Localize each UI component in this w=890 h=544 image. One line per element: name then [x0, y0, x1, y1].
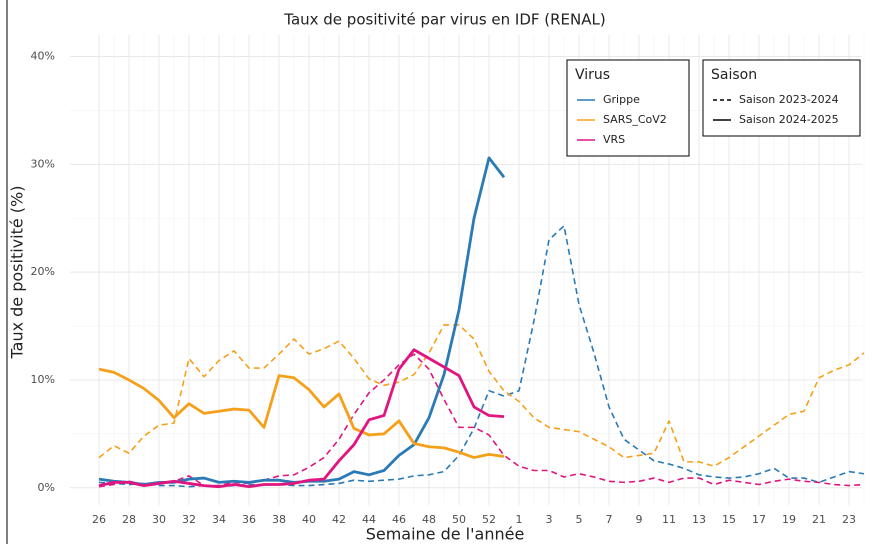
plot-lines	[98, 156, 865, 489]
x-tick-label: 50	[452, 513, 466, 526]
x-tick-label: 28	[122, 513, 136, 526]
data-line	[98, 353, 865, 488]
legend-title: Virus	[575, 67, 610, 83]
x-tick-label: 38	[272, 513, 286, 526]
x-tick-label: 1	[516, 513, 523, 526]
x-tick-label: 15	[722, 513, 736, 526]
legend-box	[702, 59, 861, 137]
x-tick-label: 21	[812, 513, 826, 526]
legend-label: Saison 2024-2025	[739, 113, 839, 126]
x-tick-label: 46	[392, 513, 406, 526]
x-tick-label: 5	[576, 513, 583, 526]
x-tick-label: 26	[92, 513, 106, 526]
y-tick-label: 20%	[31, 265, 55, 278]
x-tick-label: 40	[302, 513, 316, 526]
data-line	[98, 348, 505, 489]
x-tick-label: 34	[212, 513, 226, 526]
legend-label: SARS_CoV2	[603, 113, 667, 126]
legend-title: Saison	[711, 67, 757, 83]
x-tick-label: 19	[782, 513, 796, 526]
y-tick-label: 10%	[31, 373, 55, 386]
chart-title: Taux de positivité par virus en IDF (REN…	[283, 11, 605, 29]
x-tick-label: 3	[546, 513, 553, 526]
y-axis-title: Taux de positivité (%)	[8, 186, 27, 360]
x-tick-label: 52	[482, 513, 496, 526]
x-tick-label: 17	[752, 513, 766, 526]
legend-label: Saison 2023-2024	[739, 93, 839, 106]
data-line	[98, 324, 865, 467]
data-line	[98, 225, 865, 488]
x-tick-label: 32	[182, 513, 196, 526]
x-tick-label: 48	[422, 513, 436, 526]
legend: Virus Grippe SARS_CoV2 VRS Saison Saison 2023…	[566, 59, 861, 157]
y-tick-label: 0%	[38, 481, 55, 494]
x-tick-label: 11	[662, 513, 676, 526]
y-tick-label: 30%	[31, 157, 55, 170]
x-tick-label: 36	[242, 513, 256, 526]
x-tick-label: 9	[636, 513, 643, 526]
x-tick-label: 23	[842, 513, 856, 526]
x-axis-title: Semaine de l'année	[366, 525, 525, 544]
x-tick-label: 44	[362, 513, 376, 526]
legend-label: Grippe	[603, 93, 640, 106]
legend-label: VRS	[603, 133, 625, 146]
x-tick-label: 42	[332, 513, 346, 526]
x-tick-label: 13	[692, 513, 706, 526]
data-line	[98, 367, 505, 459]
x-tick-label: 7	[606, 513, 613, 526]
y-tick-label: 40%	[31, 50, 55, 63]
x-tick-label: 30	[152, 513, 166, 526]
